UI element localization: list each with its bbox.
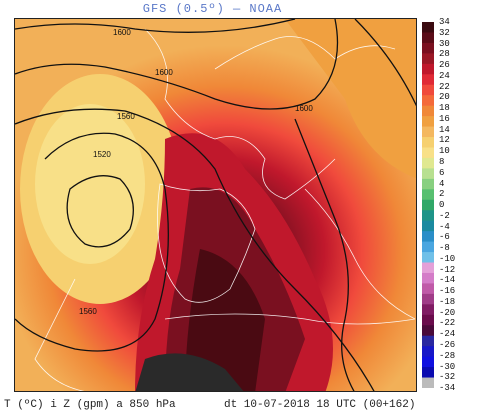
color-scale-tick-label: 8 <box>439 156 445 167</box>
color-scale-tick-label: 20 <box>439 92 450 103</box>
color-scale-tick-label: 6 <box>439 167 445 178</box>
color-scale-tick-label: -2 <box>439 210 450 221</box>
color-scale-tick-label: 14 <box>439 124 450 135</box>
color-scale-tick-label: -16 <box>439 286 456 297</box>
color-scale-tick-label: -26 <box>439 339 456 350</box>
color-scale-swatch <box>422 272 434 284</box>
color-scale-swatch <box>422 157 434 169</box>
color-scale-tick-label: -22 <box>439 318 456 329</box>
isobar-label: 1600 <box>295 104 313 113</box>
map-canvas: 1600 1600 1600 1560 1520 1560 <box>15 19 416 391</box>
color-scale-swatch <box>422 178 434 190</box>
color-scale-tick-label: -12 <box>439 264 456 275</box>
color-scale-swatch <box>422 377 434 388</box>
color-scale-tick-label: -4 <box>439 221 450 232</box>
color-scale-swatch <box>422 126 434 138</box>
color-scale-svg <box>422 22 434 388</box>
color-scale-swatch <box>422 32 434 44</box>
color-scale-swatch <box>422 252 434 264</box>
color-scale-swatch <box>422 325 434 337</box>
color-scale-swatch <box>422 314 434 326</box>
variable-caption: T (ºC) i Z (gpm) a 850 hPa <box>4 399 176 411</box>
color-scale-swatch <box>422 241 434 253</box>
color-scale-tick-label: 12 <box>439 135 450 146</box>
ne-warm-zone <box>285 19 416 179</box>
color-scale-tick-label: -6 <box>439 232 450 243</box>
color-scale-tick-label: 34 <box>439 17 450 27</box>
color-scale-swatch <box>422 137 434 148</box>
cool-core <box>35 104 145 264</box>
weather-map: 1600 1600 1600 1560 1520 1560 <box>14 18 417 392</box>
color-scale-swatch <box>422 84 434 96</box>
color-scale-tick-label: 0 <box>439 200 445 210</box>
color-scale-swatch <box>422 42 434 54</box>
color-scale-tick-label: -30 <box>439 361 456 372</box>
color-scale-tick-label: -14 <box>439 275 456 286</box>
color-scale-tick-label: 30 <box>439 38 450 49</box>
isobar-label: 1560 <box>117 112 135 121</box>
color-scale-swatch <box>422 220 434 232</box>
color-scale-swatch <box>422 74 434 86</box>
run-caption: dt 10-07-2018 18 UTC (00+162) <box>224 399 416 411</box>
color-scale-swatch <box>422 283 434 295</box>
color-scale-swatch <box>422 210 434 222</box>
isolines <box>15 19 416 391</box>
color-scale-swatch <box>422 346 434 358</box>
coastlines <box>34 28 416 391</box>
color-scale-swatch <box>422 53 434 65</box>
color-scale-swatch <box>422 147 434 159</box>
color-scale-swatch <box>422 335 434 347</box>
color-scale-swatch <box>422 231 434 243</box>
color-scale-swatch <box>422 63 434 75</box>
color-scale-swatch <box>422 95 434 107</box>
color-scale-swatch <box>422 116 434 128</box>
color-scale-swatch <box>422 189 434 201</box>
color-scale-swatch <box>422 168 434 180</box>
color-scale-bar <box>422 22 434 388</box>
color-scale-swatch <box>422 367 434 379</box>
isobar-label: 1600 <box>113 28 131 37</box>
color-scale-swatch <box>422 22 434 33</box>
color-scale-tick-label: -20 <box>439 307 456 318</box>
color-scale-tick-label: -34 <box>439 383 456 393</box>
hot-zone-core <box>185 249 265 391</box>
isobar-label: 1600 <box>155 68 173 77</box>
terrain-mask <box>135 353 244 391</box>
color-scale-swatch <box>422 356 434 368</box>
color-scale-tick-label: 22 <box>439 81 450 92</box>
color-scale-tick-label: 10 <box>439 146 450 157</box>
color-scale-tick-label: -10 <box>439 253 456 264</box>
color-scale-swatch <box>422 293 434 305</box>
color-scale-tick-label: 18 <box>439 103 450 114</box>
color-scale-tick-label: 28 <box>439 49 450 60</box>
color-scale-tick-label: 26 <box>439 60 450 71</box>
color-scale-swatch <box>422 304 434 316</box>
color-scale-tick-label: -28 <box>439 350 456 361</box>
color-scale-tick-label: 2 <box>439 189 445 200</box>
color-scale-tick-label: -24 <box>439 329 456 340</box>
color-scale-swatch <box>422 199 434 211</box>
color-scale-tick-label: -18 <box>439 296 456 307</box>
color-scale-swatch <box>422 262 434 274</box>
color-scale-tick-label: 16 <box>439 113 450 124</box>
color-scale-tick-label: 32 <box>439 27 450 38</box>
color-scale-tick-label: 24 <box>439 70 450 81</box>
color-scale-swatch <box>422 105 434 117</box>
color-scale-tick-label: -8 <box>439 243 450 254</box>
isobar-label: 1520 <box>93 150 111 159</box>
map-title: GFS (0.5º) — NOAA <box>142 2 283 16</box>
color-scale-tick-label: -32 <box>439 372 456 383</box>
isobar-label: 1560 <box>79 307 97 316</box>
color-scale-tick-label: 4 <box>439 178 445 189</box>
